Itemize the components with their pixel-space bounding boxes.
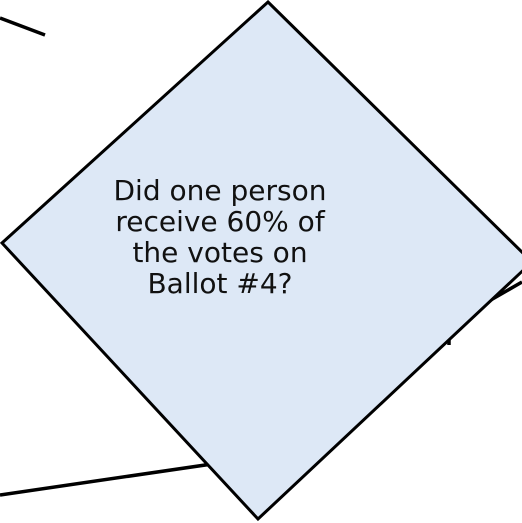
connector-line-bottom-left: [0, 459, 219, 497]
decision-question: Did one person receive 60% of the votes …: [95, 175, 345, 299]
decision-question-line: Did one person: [113, 174, 327, 207]
connector-line-top-left: [0, 16, 46, 37]
decision-question-line: Ballot #4?: [147, 267, 293, 300]
decision-question-line: receive 60% of: [115, 205, 325, 238]
decision-question-line: the votes on: [132, 236, 308, 269]
